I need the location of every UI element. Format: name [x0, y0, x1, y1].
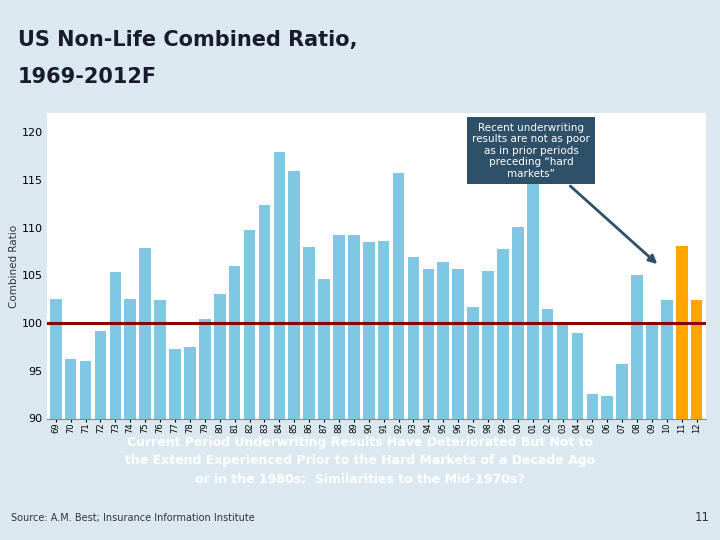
Bar [243, 230, 256, 540]
Bar [184, 347, 196, 540]
Bar [214, 294, 225, 540]
Bar [65, 360, 76, 540]
Bar [258, 205, 270, 540]
Bar [109, 272, 121, 540]
Bar [199, 319, 211, 540]
Bar [94, 331, 107, 540]
Bar [392, 172, 405, 540]
Bar [125, 299, 136, 540]
Bar [303, 247, 315, 540]
Bar [289, 171, 300, 540]
Bar [512, 227, 523, 540]
Text: Recent underwriting
results are not as poor
as in prior periods
preceding “hard
: Recent underwriting results are not as p… [472, 123, 655, 262]
Bar [631, 274, 643, 540]
Bar [50, 299, 61, 540]
Bar [80, 361, 91, 540]
Bar [467, 307, 479, 540]
Bar [318, 279, 330, 540]
Bar [333, 235, 345, 540]
Y-axis label: Combined Ratio: Combined Ratio [9, 225, 19, 307]
Bar [661, 300, 672, 540]
Bar [438, 262, 449, 540]
Bar [572, 333, 583, 540]
Bar [274, 152, 285, 540]
Bar [348, 235, 360, 540]
Bar [646, 322, 658, 540]
Bar [408, 258, 419, 540]
Bar [363, 242, 374, 540]
Bar [140, 248, 151, 540]
Text: Source: A.M. Best; Insurance Information Institute: Source: A.M. Best; Insurance Information… [11, 512, 255, 523]
Bar [452, 269, 464, 540]
Bar [423, 269, 434, 540]
Bar [527, 172, 539, 540]
Text: US Non-Life Combined Ratio,: US Non-Life Combined Ratio, [18, 30, 358, 50]
Bar [541, 309, 554, 540]
Bar [676, 246, 688, 540]
Bar [482, 271, 494, 540]
Bar [497, 249, 509, 540]
Bar [587, 394, 598, 540]
Bar [601, 396, 613, 540]
Bar [229, 266, 240, 540]
Text: Current Period Underwriting Results Have Deteriorated But Not to
the Extend Expe: Current Period Underwriting Results Have… [125, 436, 595, 486]
Bar [154, 300, 166, 540]
Bar [557, 322, 568, 540]
Bar [691, 300, 703, 540]
Bar [169, 349, 181, 540]
Text: 11: 11 [694, 511, 709, 524]
Bar [616, 364, 628, 540]
Bar [378, 241, 390, 540]
Text: 1969-2012F: 1969-2012F [18, 67, 157, 87]
